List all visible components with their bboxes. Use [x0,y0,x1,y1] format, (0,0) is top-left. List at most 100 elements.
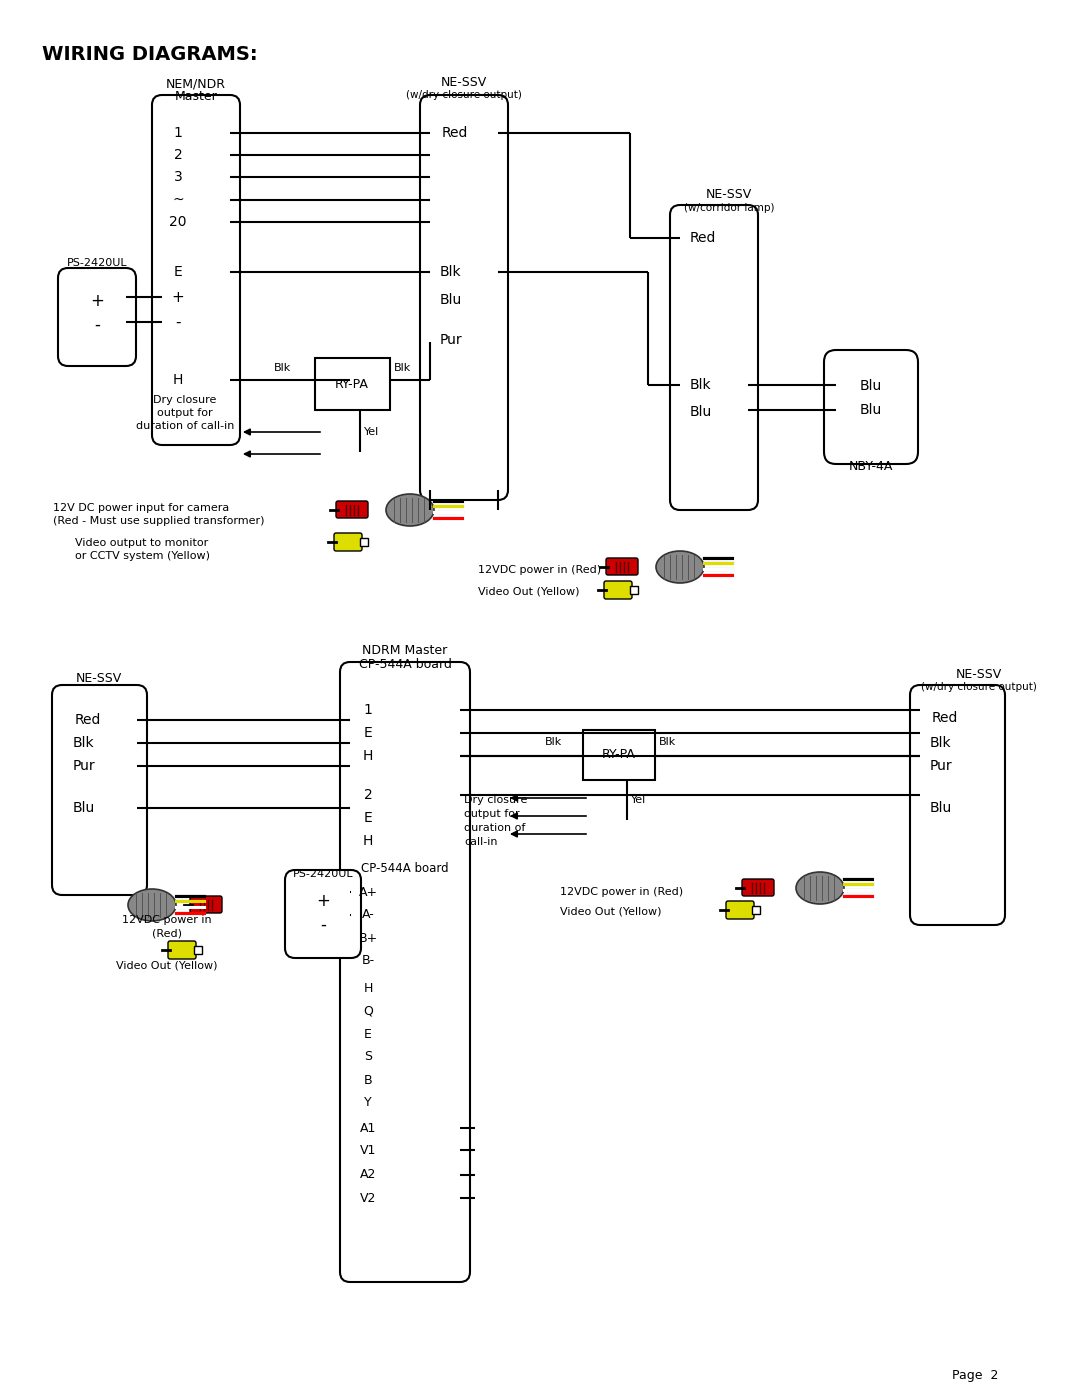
Text: NE-SSV: NE-SSV [76,672,122,685]
Text: 2: 2 [364,788,373,802]
Text: NE-SSV: NE-SSV [441,75,487,88]
FancyBboxPatch shape [52,685,147,895]
Bar [752,907,760,914]
Text: (w/corridor lamp): (w/corridor lamp) [684,203,774,212]
Ellipse shape [386,495,434,527]
Text: Q: Q [363,1004,373,1017]
Text: or CCTV system (Yellow): or CCTV system (Yellow) [75,550,210,562]
FancyBboxPatch shape [606,557,638,576]
Text: Pur: Pur [73,759,96,773]
Text: WIRING DIAGRAMS:: WIRING DIAGRAMS: [42,46,258,64]
Text: E: E [364,1028,372,1041]
Text: -: - [320,916,326,935]
FancyBboxPatch shape [670,205,758,510]
Text: duration of: duration of [464,823,525,833]
Bar [583,731,654,780]
Text: NBY-4A: NBY-4A [849,461,893,474]
Text: (Red - Must use supplied transformer): (Red - Must use supplied transformer) [53,515,265,527]
Text: B: B [364,1073,373,1087]
Text: +: + [316,893,329,909]
Text: RY-PA: RY-PA [335,377,369,391]
Text: B+: B+ [359,932,378,944]
Text: -: - [94,316,100,334]
Text: NE-SSV: NE-SSV [706,189,752,201]
FancyBboxPatch shape [152,95,240,446]
Text: Master: Master [175,91,217,103]
Text: Blk: Blk [930,736,951,750]
Text: 12VDC power in (Red): 12VDC power in (Red) [561,887,684,897]
Text: Red: Red [690,231,716,244]
Text: A1: A1 [360,1122,376,1134]
Text: Blk: Blk [394,363,411,373]
Text: Blu: Blu [860,379,882,393]
Text: 1: 1 [364,703,373,717]
Text: H: H [363,982,373,995]
Text: CP-544A board: CP-544A board [361,862,449,875]
Text: +: + [90,292,104,310]
Ellipse shape [129,888,176,921]
Text: Yel: Yel [364,427,379,437]
FancyBboxPatch shape [726,901,754,919]
Text: E: E [364,726,373,740]
Bar [630,585,638,594]
Bar [194,946,202,954]
Text: E: E [364,812,373,826]
Text: 20: 20 [170,215,187,229]
Text: CP-544A board: CP-544A board [359,658,451,671]
Text: Blk: Blk [440,265,461,279]
Text: PS-2420UL: PS-2420UL [293,869,353,879]
Ellipse shape [656,550,704,583]
FancyBboxPatch shape [190,895,222,914]
Text: Video output to monitor: Video output to monitor [75,538,208,548]
Text: Pur: Pur [440,332,462,346]
Text: A-: A- [362,908,375,922]
Text: H: H [173,373,184,387]
Text: 1: 1 [174,126,183,140]
Text: S: S [364,1051,372,1063]
Text: Yel: Yel [631,795,646,805]
Text: Video Out (Yellow): Video Out (Yellow) [117,961,218,971]
Text: Blk: Blk [544,738,562,747]
Text: 12VDC power in (Red): 12VDC power in (Red) [478,564,602,576]
Text: RY-PA: RY-PA [602,749,636,761]
Text: V1: V1 [360,1144,376,1157]
FancyBboxPatch shape [824,351,918,464]
Text: Blu: Blu [440,293,462,307]
Ellipse shape [796,872,843,904]
Text: Video Out (Yellow): Video Out (Yellow) [478,585,580,597]
FancyBboxPatch shape [58,268,136,366]
Text: 2: 2 [174,148,183,162]
Text: Y: Y [364,1097,372,1109]
Text: Blk: Blk [690,379,712,393]
Text: (Red): (Red) [152,928,183,937]
Text: E: E [174,265,183,279]
Text: (w/dry closure output): (w/dry closure output) [921,682,1037,692]
Text: Blk: Blk [659,738,676,747]
Text: NE-SSV: NE-SSV [956,668,1002,680]
Text: Blu: Blu [690,405,712,419]
Bar [315,358,390,409]
Text: Blu: Blu [860,402,882,416]
Text: H: H [363,834,374,848]
Text: Page  2: Page 2 [951,1369,998,1382]
Text: NDRM Master: NDRM Master [363,644,447,657]
Text: call-in: call-in [464,837,498,847]
Text: output for: output for [158,408,213,418]
Text: (w/dry closure output): (w/dry closure output) [406,89,522,101]
Text: duration of call-in: duration of call-in [136,420,234,432]
Text: 12V DC power input for camera: 12V DC power input for camera [53,503,229,513]
Text: A+: A+ [359,886,378,898]
FancyBboxPatch shape [604,581,632,599]
Text: Red: Red [932,711,958,725]
Text: PS-2420UL: PS-2420UL [67,258,127,268]
Text: output for: output for [464,809,519,819]
Text: Blk: Blk [73,736,95,750]
Text: A2: A2 [360,1168,376,1182]
FancyBboxPatch shape [336,502,368,518]
Text: V2: V2 [360,1192,376,1204]
Text: 3: 3 [174,170,183,184]
FancyBboxPatch shape [420,95,508,500]
Text: NEM/NDR: NEM/NDR [166,77,226,91]
Text: Dry closure: Dry closure [464,795,527,805]
Text: -: - [175,314,180,330]
